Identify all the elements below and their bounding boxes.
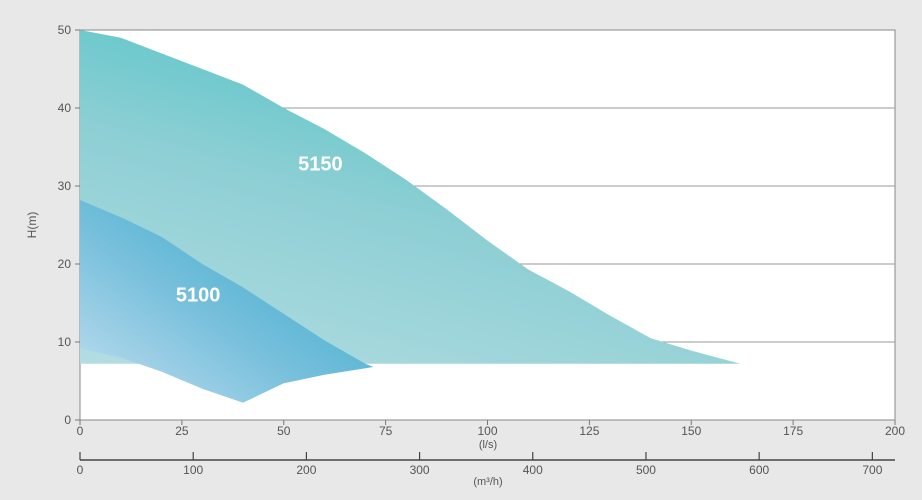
x-tick-label-75: 75 xyxy=(379,424,393,438)
y-axis-label: H(m) xyxy=(25,212,39,239)
y-tick-label-0: 0 xyxy=(64,413,71,427)
x-tick-label-50: 50 xyxy=(277,424,291,438)
area-5100 xyxy=(80,200,374,403)
x2-tick-label-500: 500 xyxy=(636,463,656,477)
x-tick-label-175: 175 xyxy=(783,424,803,438)
x-tick-label-200: 200 xyxy=(885,424,905,438)
x-tick-label-0: 0 xyxy=(77,424,84,438)
x-tick-label-150: 150 xyxy=(681,424,701,438)
x2-tick-label-200: 200 xyxy=(296,463,316,477)
x-tick-label-25: 25 xyxy=(175,424,189,438)
area-label-5150: 5150 xyxy=(298,153,343,175)
x2-tick-label-100: 100 xyxy=(183,463,203,477)
y-tick-label-10: 10 xyxy=(58,335,72,349)
x-tick-label-100: 100 xyxy=(477,424,497,438)
y-axis-ticks: 0 10 20 30 40 50 xyxy=(58,23,80,427)
secondary-x-axis: 0 100 200 300 400 500 600 700 xyxy=(77,452,895,477)
x2-tick-label-700: 700 xyxy=(862,463,882,477)
x-tick-label-125: 125 xyxy=(579,424,599,438)
area-5150 xyxy=(80,30,741,364)
x2-tick-label-400: 400 xyxy=(523,463,543,477)
x2-tick-label-0: 0 xyxy=(77,463,84,477)
y-tick-label-30: 30 xyxy=(58,179,72,193)
x-axis-ticks: 0 25 50 75 100 125 150 175 200 xyxy=(77,420,905,438)
x-axis-unit-secondary: (m³/h) xyxy=(473,476,502,488)
area-label-5100: 5100 xyxy=(176,284,221,306)
y-tick-label-50: 50 xyxy=(58,23,72,37)
performance-areas: 5150 5100 xyxy=(80,30,741,403)
y-tick-label-20: 20 xyxy=(58,257,72,271)
x-axis-unit-primary: (l/s) xyxy=(479,439,497,451)
y-tick-label-40: 40 xyxy=(58,101,72,115)
x2-tick-label-600: 600 xyxy=(749,463,769,477)
x2-tick-label-300: 300 xyxy=(410,463,430,477)
